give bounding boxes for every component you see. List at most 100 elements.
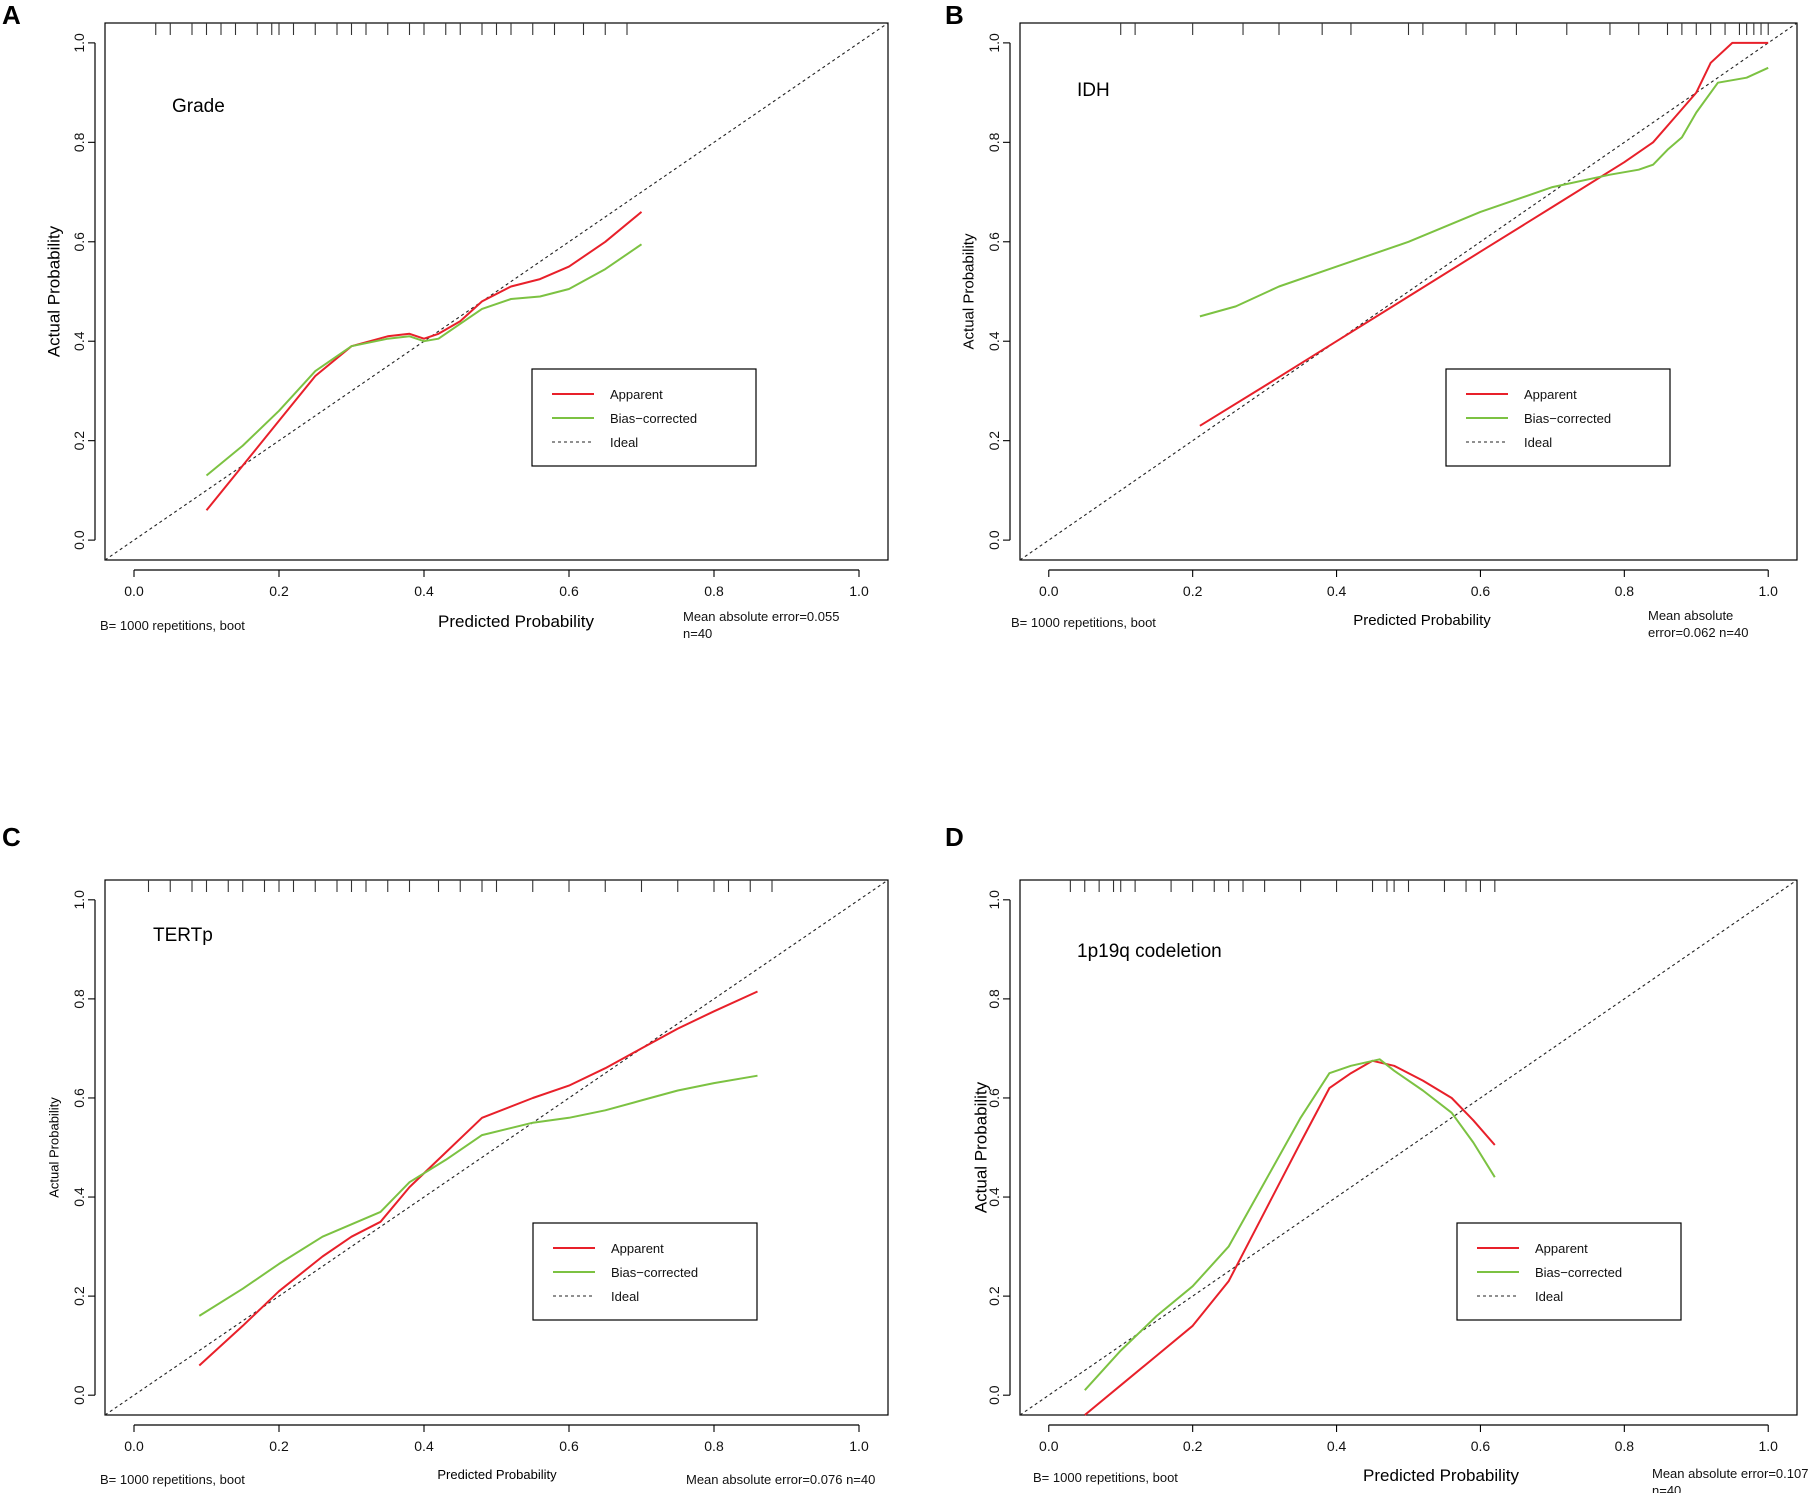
legend-label: Bias−corrected	[1524, 411, 1611, 426]
legend-label: Apparent	[610, 387, 663, 402]
plot-frame	[1019, 22, 1798, 561]
x-tick-label: 0.4	[1327, 583, 1347, 599]
y-tick-label: 0.4	[71, 331, 87, 351]
x-tick-label: 0.6	[559, 583, 579, 599]
legend-label: Bias−corrected	[610, 411, 697, 426]
chart-panel-b: B 0.0 0.2 0.4 0.6 0.8 1.0 0.0 0.2 0.4 0.6 0.8 1.0 Pre…	[945, 0, 1798, 640]
x-tick-label: 0.2	[1183, 583, 1203, 599]
x-tick-label: 0.8	[1615, 1438, 1635, 1454]
y-tick-label: 0.4	[71, 1187, 87, 1207]
y-tick-label: 0.6	[71, 1088, 87, 1108]
y-tick-label: 1.0	[71, 33, 87, 53]
y-tick-label: 0.2	[71, 431, 87, 451]
x-tick-label: 0.2	[269, 1438, 289, 1454]
ideal-line	[104, 879, 889, 1416]
panel-label: IDH	[1077, 80, 1110, 101]
bias-corrected-line	[205, 243, 643, 477]
y-tick-label: 0.0	[71, 1385, 87, 1405]
legend-label: Apparent	[1524, 387, 1577, 402]
ideal-line	[104, 22, 889, 561]
y-tick-label: 0.6	[986, 232, 1002, 252]
legend-label: Ideal	[610, 435, 638, 450]
y-tick-label: 0.0	[986, 530, 1002, 550]
x-tick-label: 0.2	[1183, 1438, 1203, 1454]
legend-label: Bias−corrected	[611, 1265, 698, 1280]
x-tick-label: 0.0	[124, 583, 144, 599]
y-tick-label: 0.8	[986, 132, 1002, 152]
x-tick-label: 0.0	[124, 1438, 144, 1454]
x-axis-title: Predicted Probability	[1363, 1466, 1519, 1485]
legend: Apparent Bias−corrected Ideal	[1456, 1222, 1682, 1321]
y-tick-label: 1.0	[986, 890, 1002, 910]
x-tick-label: 1.0	[1758, 1438, 1778, 1454]
error-note: Mean absolute error=0.107	[1652, 1466, 1808, 1481]
panel-label: TERTp	[153, 925, 213, 946]
x-tick-label: 0.6	[1471, 1438, 1491, 1454]
y-axis-title: Actual Probability	[45, 225, 64, 357]
x-tick-label: 0.0	[1039, 1438, 1059, 1454]
legend-label: Apparent	[1535, 1241, 1588, 1256]
legend-label: Ideal	[611, 1289, 639, 1304]
x-tick-label: 0.8	[1615, 583, 1635, 599]
legend: Apparent Bias−corrected Ideal	[532, 1222, 758, 1321]
bias-corrected-line	[1084, 1058, 1496, 1391]
error-note: n=40	[1652, 1483, 1681, 1493]
chart-panel-a: A 0.0 0.2 0.4 0.6 0.8 1.0 0.0 0.2 0.4 0.6 0.8 1.0 Pre…	[2, 0, 889, 641]
error-note: n=40	[683, 626, 712, 641]
panel-letter: B	[945, 0, 964, 30]
bootstrap-note: B= 1000 repetitions, boot	[100, 618, 245, 633]
y-tick-label: 0.6	[71, 232, 87, 252]
y-tick-label: 0.4	[986, 331, 1002, 351]
x-tick-label: 0.4	[414, 583, 434, 599]
y-tick-label: 0.8	[71, 132, 87, 152]
y-tick-label: 0.2	[71, 1286, 87, 1306]
x-tick-label: 0.6	[1471, 583, 1491, 599]
legend: Apparent Bias−corrected Ideal	[1445, 368, 1671, 467]
y-tick-label: 1.0	[986, 33, 1002, 53]
error-note: Mean absolute error=0.076 n=40	[686, 1472, 875, 1487]
y-tick-label: 0.6	[986, 1088, 1002, 1108]
legend: Apparent Bias−corrected Ideal	[531, 368, 757, 467]
x-tick-label: 1.0	[849, 1438, 869, 1454]
x-tick-label: 1.0	[1758, 583, 1778, 599]
x-tick-label: 0.8	[704, 1438, 724, 1454]
y-axis-title: Actual Probability	[47, 1097, 62, 1198]
x-tick-label: 0.2	[269, 583, 289, 599]
panel-letter: A	[2, 0, 21, 30]
legend-label: Apparent	[611, 1241, 664, 1256]
y-tick-label: 0.4	[986, 1187, 1002, 1207]
chart-panel-d: D 0.0 0.2 0.4 0.6 0.8 1.0 0.0 0.2 0.4 0.6 0.8 1.0 Pre…	[945, 822, 1808, 1493]
panel-letter: D	[945, 822, 964, 852]
y-tick-label: 0.0	[986, 1385, 1002, 1405]
legend-label: Ideal	[1524, 435, 1552, 450]
y-tick-label: 0.8	[986, 989, 1002, 1009]
apparent-line	[1199, 41, 1769, 427]
bootstrap-note: B= 1000 repetitions, boot	[1033, 1470, 1178, 1485]
y-tick-label: 0.8	[71, 989, 87, 1009]
chart-panel-c: C 0.0 0.2 0.4 0.6 0.8 1.0 0.0 0.2 0.4 0.6 0.8 1.0 Pre…	[2, 822, 889, 1487]
legend-label: Ideal	[1535, 1289, 1563, 1304]
y-tick-label: 0.0	[71, 530, 87, 550]
bias-corrected-line	[198, 1074, 758, 1317]
panel-label: Grade	[172, 96, 225, 117]
bootstrap-note: B= 1000 repetitions, boot	[1011, 615, 1156, 630]
legend-label: Bias−corrected	[1535, 1265, 1622, 1280]
x-axis-title: Predicted Probability	[1353, 612, 1491, 629]
x-tick-label: 0.4	[1327, 1438, 1347, 1454]
x-axis-title: Predicted Probability	[437, 1467, 557, 1482]
x-tick-label: 0.4	[414, 1438, 434, 1454]
x-tick-label: 0.0	[1039, 583, 1059, 599]
panel-letter: C	[2, 822, 21, 852]
y-tick-label: 0.2	[986, 1286, 1002, 1306]
x-tick-label: 0.8	[704, 583, 724, 599]
ideal-line	[1019, 22, 1798, 561]
x-tick-label: 1.0	[849, 583, 869, 599]
x-axis-title: Predicted Probability	[438, 612, 594, 631]
error-note: Mean absolute error=0.055	[683, 609, 839, 624]
y-axis-title: Actual Probability	[961, 233, 978, 349]
y-tick-label: 0.2	[986, 431, 1002, 451]
error-note: Mean absolute	[1648, 608, 1733, 623]
apparent-line	[205, 211, 643, 511]
error-note: error=0.062 n=40	[1648, 625, 1748, 640]
